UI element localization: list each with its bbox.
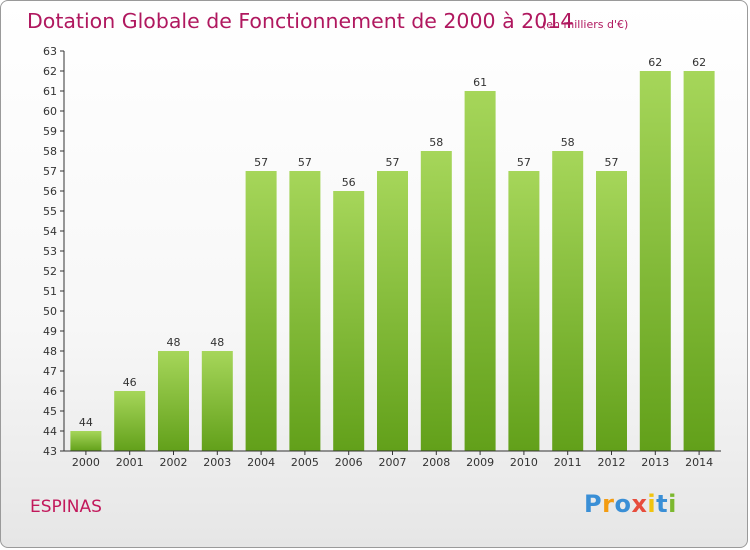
bar-2005	[289, 171, 321, 451]
bars: 44 46 48 48 57 57 56 57 58 61 57 58 57 62 62	[70, 56, 715, 451]
x-tick-label: 2001	[116, 456, 144, 469]
bar-value-label: 62	[648, 56, 662, 69]
bar-value-label: 48	[210, 336, 224, 349]
commune-name: ESPINAS	[30, 497, 102, 517]
y-tick-label: 56	[43, 185, 57, 198]
y-tick-label: 62	[43, 65, 57, 78]
x-tick-label: 2002	[160, 456, 188, 469]
bar-value-label: 57	[386, 156, 400, 169]
bar-value-label: 57	[605, 156, 619, 169]
bar-value-label: 44	[79, 416, 93, 429]
y-tick-label: 57	[43, 165, 57, 178]
bar-value-label: 61	[473, 76, 487, 89]
x-tick-label: 2004	[247, 456, 275, 469]
bar-value-label: 56	[342, 176, 356, 189]
y-tick-label: 49	[43, 325, 57, 338]
logo-letter: i	[647, 490, 657, 518]
bar-value-label: 48	[167, 336, 181, 349]
logo-letter: o	[614, 490, 632, 518]
bar-2000	[70, 431, 102, 451]
bar-value-label: 58	[561, 136, 575, 149]
bar-2012	[596, 171, 627, 451]
bar-value-label: 58	[429, 136, 443, 149]
x-tick-label: 2000	[72, 456, 100, 469]
x-tick-label: 2007	[379, 456, 407, 469]
y-axis: 43 44 45 46 47 48 49 50 51 52 53 54 55 56 57 58 59 60 61 62…	[43, 45, 65, 458]
x-tick-label: 2009	[466, 456, 494, 469]
y-tick-label: 48	[43, 345, 57, 358]
y-tick-label: 45	[43, 405, 57, 418]
bar-2004	[245, 171, 277, 451]
y-tick-label: 46	[43, 385, 57, 398]
x-tick-label: 2012	[598, 456, 626, 469]
bar-value-label: 46	[123, 376, 137, 389]
bar-value-label: 62	[692, 56, 706, 69]
y-tick-label: 51	[43, 285, 57, 298]
x-tick-label: 2005	[291, 456, 319, 469]
bar-2007	[377, 171, 408, 451]
y-tick-label: 60	[43, 105, 57, 118]
x-axis: 2000 2001 2002 2003 2004 2005 2006 2007 2008 2009…	[64, 450, 721, 469]
y-tick-label: 55	[43, 205, 57, 218]
y-tick-label: 44	[43, 425, 57, 438]
bar-2014	[683, 71, 715, 451]
bar-value-label: 57	[254, 156, 268, 169]
chart-subtitle: (en milliers d'€)	[542, 18, 629, 31]
y-tick-label: 43	[43, 445, 57, 458]
proxiti-logo[interactable]: Proxiti	[584, 490, 677, 518]
bar-2010	[508, 171, 540, 451]
chart-title: Dotation Globale de Fonctionnement de 20…	[27, 9, 574, 33]
y-tick-label: 50	[43, 305, 57, 318]
logo-letter: r	[602, 490, 615, 518]
logo-letter: t	[656, 490, 669, 518]
y-tick-label: 54	[43, 225, 57, 238]
x-tick-label: 2013	[641, 456, 669, 469]
bar-value-label: 57	[517, 156, 531, 169]
logo-letter: P	[584, 490, 603, 518]
y-tick-label: 53	[43, 245, 57, 258]
y-tick-label: 47	[43, 365, 57, 378]
bar-2011	[552, 151, 584, 451]
bar-2008	[420, 151, 452, 451]
y-tick-label: 59	[43, 125, 57, 138]
x-tick-label: 2003	[203, 456, 231, 469]
bar-2003	[201, 351, 233, 451]
y-tick-label: 52	[43, 265, 57, 278]
y-tick-label: 61	[43, 85, 57, 98]
bar-2006	[333, 191, 365, 451]
bar-2009	[464, 91, 496, 451]
logo-letter: x	[631, 490, 648, 518]
bar-2013	[639, 71, 671, 451]
x-tick-label: 2006	[335, 456, 363, 469]
bar-2001	[114, 391, 146, 451]
y-tick-label: 58	[43, 145, 57, 158]
bar-value-label: 57	[298, 156, 312, 169]
logo-letter: i	[668, 490, 677, 518]
x-tick-label: 2010	[510, 456, 538, 469]
x-tick-label: 2008	[422, 456, 450, 469]
x-tick-label: 2014	[685, 456, 713, 469]
y-tick-label: 63	[43, 45, 57, 58]
bar-2002	[158, 351, 189, 451]
x-tick-label: 2011	[554, 456, 582, 469]
